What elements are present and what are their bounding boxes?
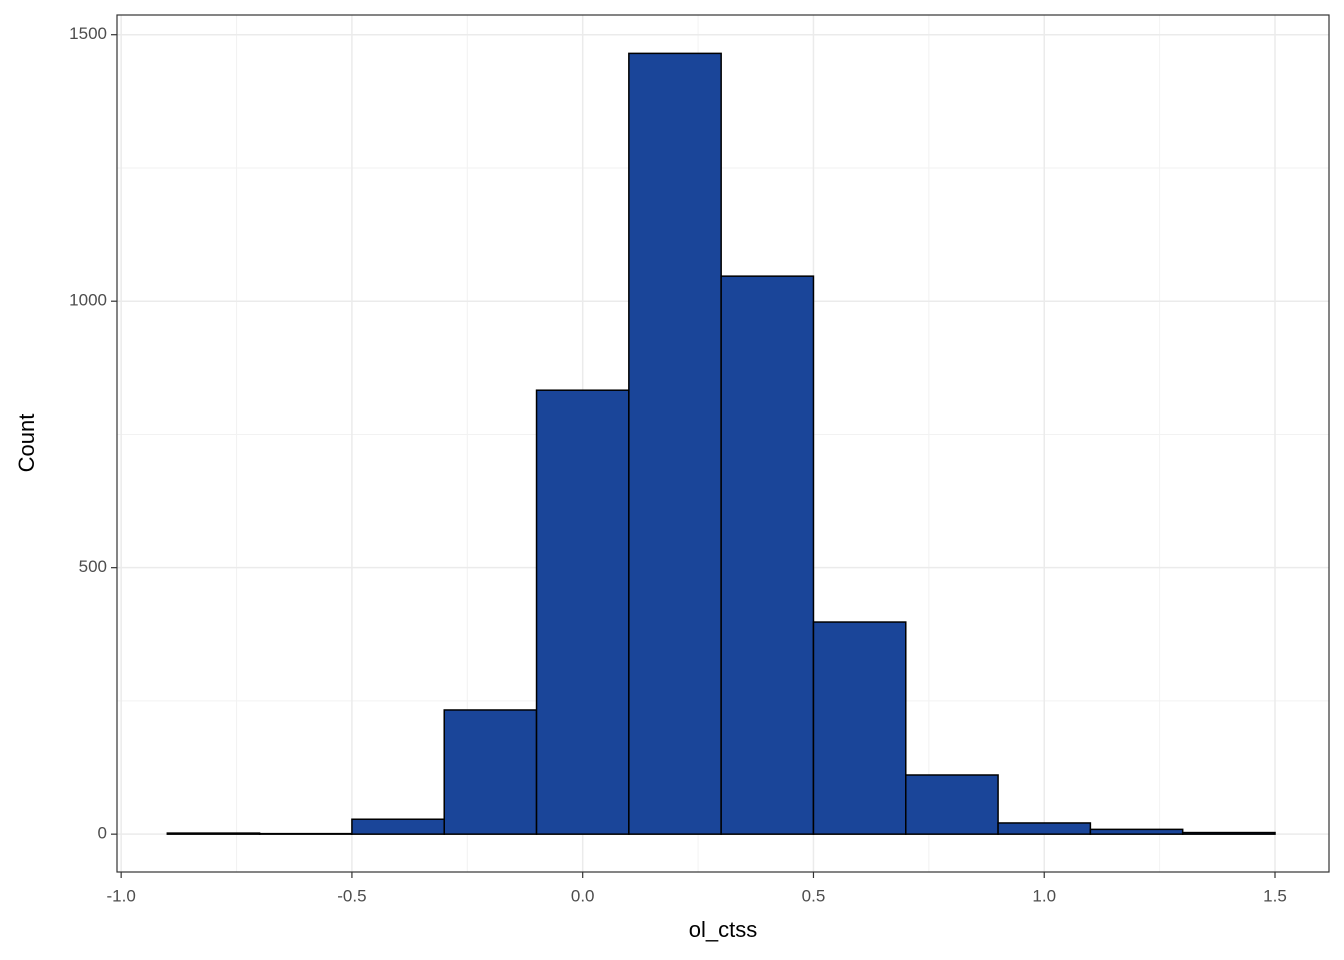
bar (997, 822, 1092, 835)
x-tick-label: 1.0 (1032, 886, 1056, 905)
x-tick-label: -0.5 (337, 886, 366, 905)
bar (1181, 831, 1276, 835)
y-axis-title: Count (14, 414, 39, 473)
y-tick-label: 1000 (69, 291, 107, 310)
bar (166, 832, 261, 835)
x-tick-label: -1.0 (107, 886, 136, 905)
bar (812, 621, 907, 835)
bar (1089, 828, 1184, 835)
x-tick-label: 0.0 (571, 886, 595, 905)
x-axis-title: ol_ctss (689, 917, 757, 942)
x-tick-label: 1.5 (1263, 886, 1287, 905)
bar (258, 832, 353, 835)
y-tick-label: 500 (79, 557, 107, 576)
panel-border (116, 14, 1330, 873)
x-tick-label: 0.5 (802, 886, 826, 905)
y-tick-label: 1500 (69, 24, 107, 43)
bar (443, 709, 538, 835)
bar (535, 389, 630, 835)
bar (351, 818, 445, 835)
bar (628, 52, 722, 835)
y-tick-label: 0 (98, 824, 107, 843)
bar (720, 275, 815, 835)
bar (905, 774, 999, 835)
